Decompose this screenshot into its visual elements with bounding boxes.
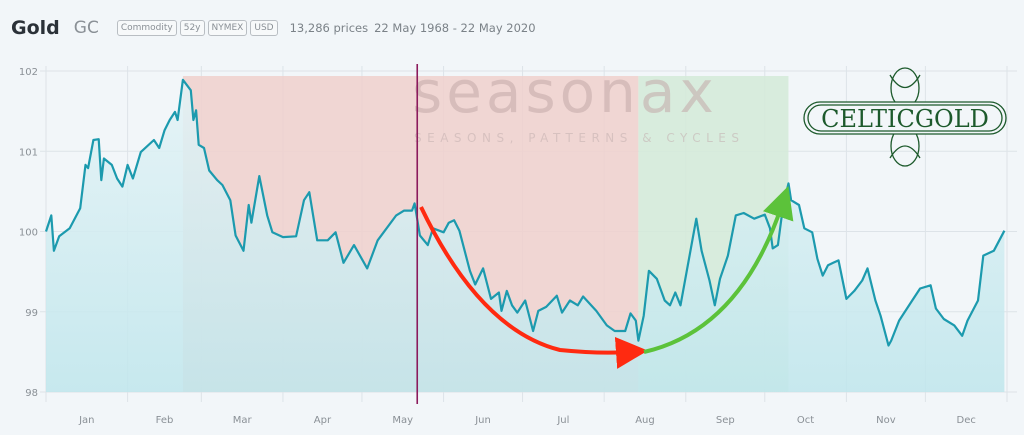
y-tick-label: 101 [19, 147, 38, 158]
x-tick-label: Apr [314, 415, 332, 426]
x-tick-label: Aug [635, 415, 655, 426]
badge-list: Commodity 52y NYMEX USD [116, 20, 278, 36]
x-tick-label: Mar [233, 415, 253, 426]
seasonax-watermark: seasonax SEASONS, PATTERNS & CYCLES [412, 58, 745, 145]
price-line [44, 78, 1006, 347]
x-axis: Jan Feb Mar Apr May Jun Jul Aug Sep Oct Nov Dec [78, 415, 976, 426]
x-tick-label: Feb [156, 415, 174, 426]
celticgold-logo: CELTICGOLD [803, 67, 1007, 167]
instrument-symbol: GC [73, 18, 99, 38]
logo-text: CELTICGOLD [821, 105, 989, 133]
x-tick-label: Jan [78, 415, 94, 426]
green-up-arrow [643, 186, 794, 354]
y-tick-label: 99 [25, 308, 38, 319]
x-tick-label: Dec [957, 415, 976, 426]
date-range: 22 May 1968 - 22 May 2020 [374, 21, 536, 35]
x-tick-label: May [392, 415, 413, 426]
x-tick-label: Oct [797, 415, 814, 426]
instrument-title: Gold [11, 17, 60, 39]
y-tick-label: 102 [19, 67, 38, 78]
chart-header: Gold GC Commodity 52y NYMEX USD 13,286 p… [0, 0, 1024, 56]
prices-count: 13,286 prices [289, 21, 369, 35]
x-tick-label: Jun [474, 415, 491, 426]
x-tick-label: Sep [716, 415, 735, 426]
badge-years: 52y [179, 20, 205, 36]
red-down-arrow [419, 206, 648, 369]
x-tick-label: Nov [876, 415, 896, 426]
x-tick-label: Jul [556, 415, 569, 426]
y-tick-label: 98 [25, 388, 38, 399]
y-tick-label: 100 [19, 228, 38, 239]
badge-asset-class: Commodity [116, 20, 177, 36]
watermark-tagline: SEASONS, PATTERNS & CYCLES [414, 131, 745, 145]
badge-exchange: NYMEX [207, 20, 248, 36]
price-area [46, 79, 1005, 393]
watermark-brand: seasonax [412, 58, 718, 126]
badge-currency: USD [250, 20, 278, 36]
y-axis: 98 99 100 101 102 [19, 67, 38, 399]
